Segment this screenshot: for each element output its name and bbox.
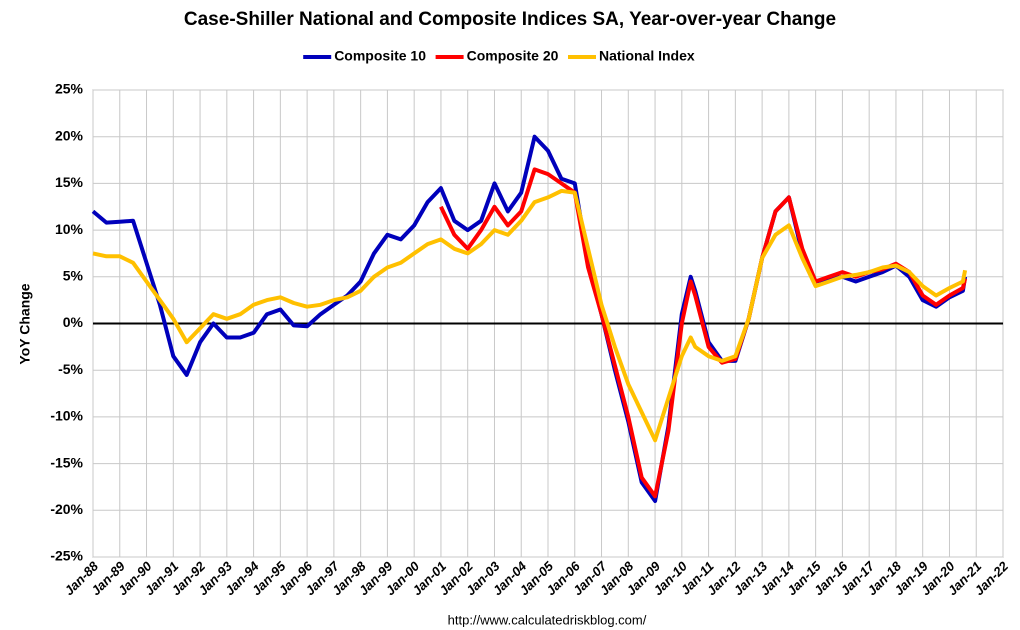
y-tick-label: 15% [55,174,84,190]
y-tick-label: 25% [55,81,84,97]
legend-label: National Index [599,48,695,64]
y-tick-label: -10% [50,408,83,424]
y-tick-label: 5% [63,268,84,284]
legend-label: Composite 10 [334,48,426,64]
y-tick-label: -15% [50,454,83,470]
chart-title: Case-Shiller National and Composite Indi… [184,9,836,30]
source: http://www.calculatedriskblog.com/ [448,612,647,627]
y-tick-label: -5% [58,361,83,377]
y-tick-label: 10% [55,221,84,237]
y-tick-label: 20% [55,127,84,143]
series-line [92,188,968,443]
legend-label: Composite 20 [467,48,559,64]
y-tick-label: 0% [63,314,84,330]
y-axis-label: YoY Change [17,283,33,364]
y-tick-label: -25% [50,548,83,564]
y-tick-label: -20% [50,501,83,517]
